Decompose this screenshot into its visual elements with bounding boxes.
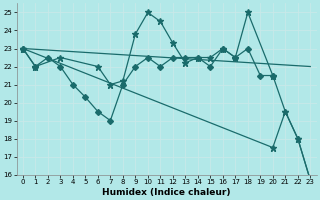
X-axis label: Humidex (Indice chaleur): Humidex (Indice chaleur)	[102, 188, 231, 197]
